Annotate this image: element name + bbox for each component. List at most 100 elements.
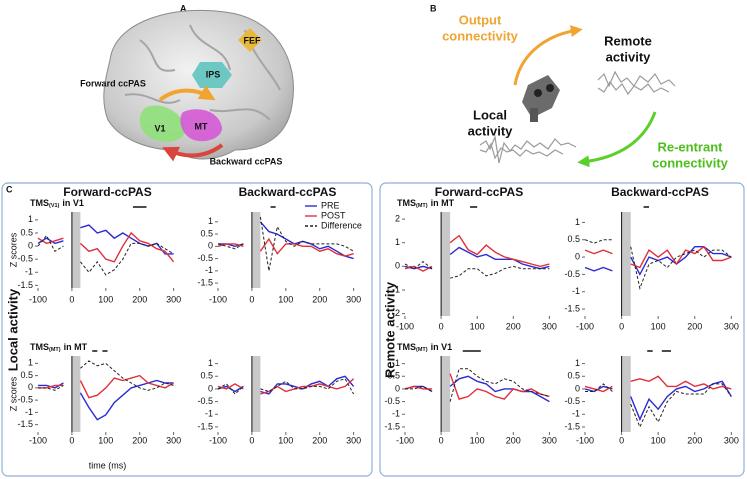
x-tick-label: 0 (619, 321, 624, 331)
y-tick-label: 0.5 (567, 371, 580, 381)
sulci (124, 24, 281, 121)
tms-window (251, 212, 261, 288)
y-tick-label: 1 (28, 214, 33, 224)
y-tick-label: -1 (392, 284, 400, 294)
title-part: TMS (397, 342, 416, 352)
panel-label: C (6, 184, 13, 194)
tms-window (621, 212, 631, 316)
x-tick-label: -100 (576, 321, 594, 331)
series-line (584, 375, 732, 393)
y-tick-label: -0.5 (17, 395, 33, 405)
series-line (404, 246, 550, 270)
x-tick-label: -100 (29, 435, 47, 445)
reentrant-label: connectivity (652, 155, 729, 170)
title-part: TMS (30, 198, 49, 208)
x-tick-label: 200 (506, 435, 521, 445)
forward-arrow (158, 85, 216, 102)
y-tick-label: -1.5 (197, 277, 213, 287)
y-tick-label: 0 (395, 261, 400, 271)
x-tick-label: 100 (278, 294, 293, 304)
chart-title: TMS(MT) in MT (397, 198, 455, 209)
series-line (584, 239, 732, 291)
x-tick-label: 200 (312, 435, 327, 445)
y-tick-label: 0 (395, 383, 400, 393)
y-tick-label: -0.5 (17, 254, 33, 264)
y-tick-label: 0 (208, 383, 213, 393)
title-part: in V1 (62, 198, 84, 208)
local-label: activity (468, 123, 514, 138)
series-line (38, 360, 174, 391)
title-part: TMS (30, 342, 49, 352)
x-tick-label: 0 (619, 435, 624, 445)
y-tick-label: -1.5 (384, 421, 400, 431)
series-line (217, 216, 354, 271)
y-axis-label: Z scores (8, 232, 18, 267)
y-tick-label: 1 (395, 237, 400, 247)
chart-title: TMS(MT) in MT (30, 342, 88, 353)
series-line (404, 234, 550, 272)
x-tick-label: -100 (29, 294, 47, 304)
forward-label: Forward ccPAS (80, 78, 146, 88)
title-sub: (MT) (416, 347, 428, 353)
x-tick-label: 300 (166, 294, 181, 304)
column-title: Forward-ccPAS (63, 185, 151, 199)
tms-window (441, 212, 451, 316)
y-tick-label: -2 (392, 308, 400, 318)
panel-label: A (180, 3, 187, 13)
x-tick-label: 200 (132, 435, 147, 445)
y-tick-label: -1 (572, 409, 580, 419)
y-tick-label: -1.5 (17, 419, 33, 429)
y-tick-label: 0.5 (20, 370, 33, 380)
local-label: Local (473, 107, 507, 122)
y-tick-label: 0 (575, 383, 580, 393)
x-tick-label: -100 (576, 435, 594, 445)
y-tick-label: -0.5 (564, 396, 580, 406)
y-tick-label: 0.5 (200, 228, 213, 238)
y-tick-label: 0 (575, 251, 580, 261)
remote-label: activity (606, 49, 652, 64)
v1-label: V1 (154, 123, 165, 133)
reentrant-label: Re-entrant (657, 139, 723, 154)
tms-window (71, 212, 81, 288)
series-line (38, 374, 174, 399)
reentrant-arrow (577, 111, 657, 168)
y-tick-label: 1 (395, 358, 400, 368)
x-tick-label: 0 (69, 294, 74, 304)
fef-label: FEF (244, 35, 262, 45)
title-part: TMS (397, 198, 416, 208)
series-line (37, 234, 174, 276)
y-tick-label: 0 (208, 241, 213, 251)
series-line (584, 246, 732, 276)
y-tick-label: -1.5 (564, 303, 580, 313)
x-tick-label: 0 (439, 321, 444, 331)
column-title: Backward-ccPAS (239, 185, 337, 199)
y-tick-label: -0.5 (197, 253, 213, 263)
y-axis-label: Z scores (8, 376, 18, 411)
series-line (584, 245, 732, 269)
x-tick-label: 200 (506, 321, 521, 331)
x-tick-label: 100 (470, 435, 485, 445)
v1-marker (139, 105, 186, 142)
x-tick-label: -100 (209, 294, 227, 304)
x-tick-label: 0 (439, 435, 444, 445)
series-line (217, 237, 354, 257)
output-arrow (513, 25, 583, 86)
y-tick-label: 0.5 (20, 227, 33, 237)
output-label: connectivity (442, 28, 519, 43)
x-tick-label: 100 (651, 321, 666, 331)
y-tick-label: -0.5 (384, 396, 400, 406)
y-tick-label: -1 (572, 286, 580, 296)
x-tick-label: 200 (687, 435, 702, 445)
y-tick-label: -1.5 (564, 421, 580, 431)
x-tick-label: 200 (687, 321, 702, 331)
y-tick-label: 1 (575, 217, 580, 227)
y-tick-label: -0.5 (564, 269, 580, 279)
chart-title: TMS(MT) in V1 (397, 342, 452, 353)
x-tick-label: 300 (542, 321, 557, 331)
y-tick-label: -1 (25, 267, 33, 277)
x-tick-label: -100 (396, 321, 414, 331)
y-tick-label: -1 (205, 265, 213, 275)
y-tick-label: -1 (205, 409, 213, 419)
remote-label: Remote (604, 33, 652, 48)
mt-label: MT (195, 121, 208, 131)
